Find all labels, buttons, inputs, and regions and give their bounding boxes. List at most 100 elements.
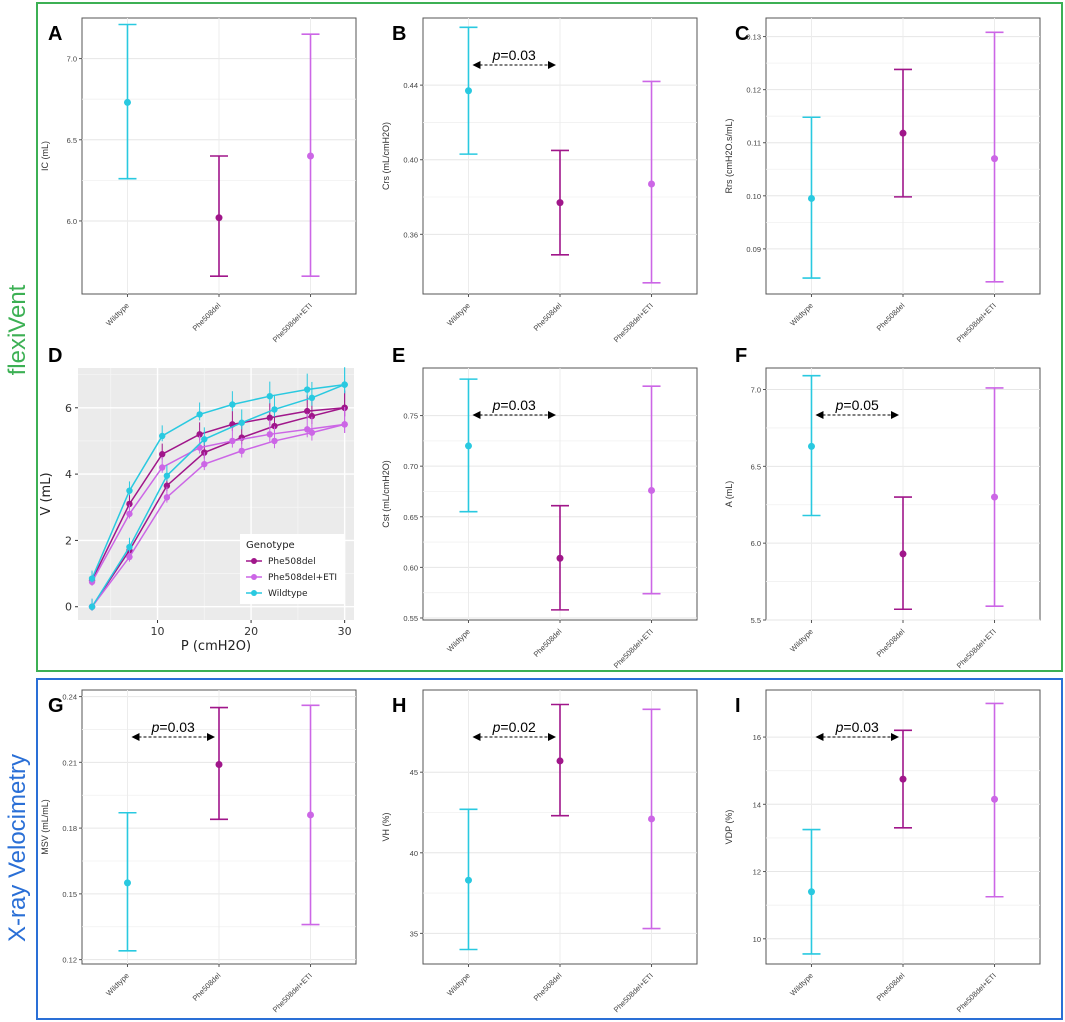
- series-point-wildtype: [163, 472, 171, 479]
- panel-b: B 0.36 0.40 0.44 Wildtype Phe508del Phe508del+…: [381, 17, 698, 344]
- series-point-wildtype: [196, 411, 203, 418]
- x-tick-label: Wildtype: [104, 971, 131, 998]
- y-tick-label: 0.65: [403, 513, 418, 522]
- panel-letter-d: D: [48, 345, 62, 367]
- y-axis-label: IC (mL): [40, 141, 50, 171]
- x-tick-label: Wildtype: [788, 627, 815, 654]
- mean-point-wildtype: [807, 442, 815, 450]
- legend-swatch-point: [251, 574, 257, 580]
- series-point-phe508del-eti: [308, 429, 316, 436]
- y-tick-label: 10: [753, 935, 761, 944]
- y-tick-label: 0.15: [62, 890, 77, 899]
- series-point-phe508del-eti: [304, 426, 311, 433]
- mean-point-phe508del-eti: [991, 493, 999, 501]
- mean-point-wildtype: [464, 87, 472, 95]
- series-point-phe508del-eti: [126, 510, 133, 518]
- mean-point-phe508del: [556, 199, 564, 207]
- series-point-phe508del: [196, 431, 203, 438]
- y-tick-label: 7.0: [751, 386, 761, 395]
- x-tick-label: Phe508del+ETI: [612, 301, 655, 344]
- series-point-phe508del-eti: [126, 553, 133, 561]
- series-point-phe508del-eti: [229, 437, 236, 445]
- x-tick-label: Phe508del: [875, 627, 907, 659]
- series-point-phe508del: [159, 451, 166, 458]
- x-tick-label: Phe508del: [532, 627, 564, 659]
- x-tick-label: Phe508del: [532, 971, 564, 1003]
- x-tick-label: Phe508del+ETI: [955, 971, 998, 1014]
- panel-letter-b: B: [392, 23, 406, 45]
- series-point-phe508del-eti: [201, 460, 208, 468]
- panel-letter-g: G: [48, 695, 64, 717]
- legend-swatch-point: [251, 590, 257, 596]
- panel-letter-h: H: [392, 695, 406, 717]
- y-tick-label: 0.11: [747, 139, 761, 148]
- y-tick-label: 0.12: [746, 86, 761, 95]
- y-tick-label: 6.5: [67, 136, 77, 145]
- y-axis-label: Crs (mL/cmH2O): [381, 122, 391, 190]
- x-tick-label: Wildtype: [104, 301, 131, 328]
- x-tick-label: 20: [244, 625, 258, 638]
- y-tick-label: 5.5: [751, 616, 761, 625]
- panel-f: F 5.5 6.0 6.5 7.0 Wildtype Phe508del Phe508del+…: [724, 345, 1041, 670]
- mean-point-wildtype: [807, 194, 815, 202]
- y-tick-label: 6.0: [67, 217, 77, 226]
- series-point-phe508del-eti: [266, 431, 273, 438]
- x-tick-label: Phe508del: [875, 971, 907, 1003]
- pvalue-label: p=0.03: [492, 47, 536, 63]
- pvalue-label: p=0.03: [835, 719, 879, 735]
- series-point-wildtype: [308, 394, 316, 402]
- y-tick-label: 0.75: [403, 412, 418, 421]
- pvalue-arrow-right: [891, 733, 899, 741]
- y-tick-label: 40: [410, 849, 418, 858]
- pvalue-label: p=0.05: [835, 397, 879, 413]
- y-tick-label: 0.21: [62, 758, 77, 767]
- y-axis-label: A (mL): [724, 481, 734, 508]
- x-tick-label: Wildtype: [445, 301, 472, 328]
- x-tick-label: Wildtype: [445, 971, 472, 998]
- series-point-wildtype: [238, 419, 245, 426]
- y-tick-label: 14: [753, 800, 761, 809]
- x-tick-label: Phe508del+ETI: [955, 301, 998, 344]
- series-point-wildtype: [271, 406, 278, 413]
- mean-point-wildtype: [807, 888, 815, 896]
- y-axis-label: V (mL): [39, 472, 54, 515]
- x-tick-label: Phe508del+ETI: [271, 971, 314, 1014]
- series-point-wildtype: [88, 575, 96, 582]
- y-tick-label: 0.36: [403, 230, 418, 239]
- y-tick-label: 0.18: [62, 824, 77, 833]
- series-point-phe508del-eti: [163, 494, 171, 501]
- y-tick-label: 0.55: [403, 614, 418, 623]
- panel-letter-a: A: [48, 23, 62, 45]
- mean-point-phe508del-eti: [648, 815, 656, 823]
- panel-letter-e: E: [392, 345, 405, 367]
- y-tick-label: 0: [65, 601, 72, 614]
- y-tick-label: 0.10: [746, 192, 761, 201]
- pvalue-label: p=0.03: [151, 719, 195, 735]
- y-axis-label: Rrs (cmH2O.s/mL): [724, 119, 734, 194]
- mean-point-phe508del: [899, 550, 907, 558]
- y-tick-label: 6.5: [751, 462, 761, 471]
- pvalue-arrow-left: [131, 733, 140, 741]
- series-point-phe508del: [126, 500, 133, 508]
- series-point-wildtype: [201, 436, 208, 443]
- panel-d: D 10 20 30 0 2 4 6 P (cmH2O) V (mL) Genotype Phe508…: [39, 345, 354, 654]
- mean-point-phe508del-eti: [991, 155, 999, 163]
- y-tick-label: 16: [753, 733, 761, 742]
- flexivent-section-border: [36, 2, 1063, 672]
- y-tick-label: 6: [65, 402, 72, 415]
- y-tick-label: 6.0: [751, 539, 761, 548]
- mean-point-wildtype: [464, 442, 472, 450]
- legend-title: Genotype: [246, 540, 295, 551]
- pvalue-label: p=0.03: [492, 397, 536, 413]
- legend: Genotype Phe508del Phe508del+ETI Wildtype: [240, 534, 344, 604]
- y-tick-label: 0.24: [62, 693, 77, 702]
- mean-point-phe508del-eti: [991, 795, 999, 803]
- series-point-wildtype: [229, 401, 236, 408]
- legend-item-label: Phe508del: [268, 557, 316, 567]
- y-tick-label: 35: [410, 929, 418, 938]
- y-axis-label: MSV (mL/mL): [40, 799, 50, 855]
- series-line-phe508del-lower: [91, 407, 345, 608]
- y-tick-label: 7.0: [67, 55, 77, 64]
- y-tick-label: 12: [753, 868, 761, 877]
